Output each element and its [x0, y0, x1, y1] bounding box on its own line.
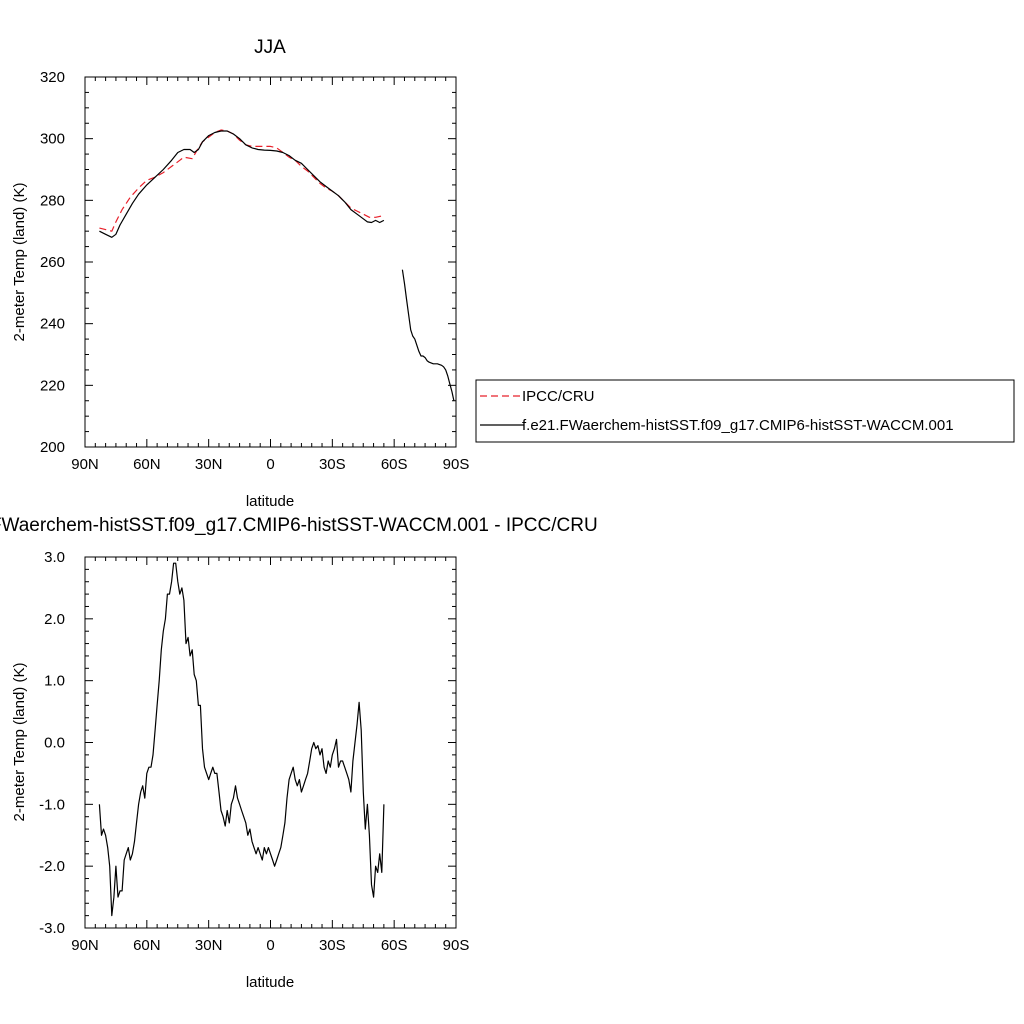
legend: IPCC/CRU f.e21.FWaerchem-histSST.f09_g17… [475, 379, 1015, 443]
bottom-plot-frame [84, 556, 457, 929]
legend-label-model: f.e21.FWaerchem-histSST.f09_g17.CMIP6-hi… [522, 417, 954, 434]
bottom-x-axis-label: latitude [246, 974, 294, 991]
legend-label-ipcc-cru: IPCC/CRU [522, 388, 595, 405]
top-x-tick-label: 30S [319, 456, 346, 473]
top-y-tick-label: 240 [40, 316, 65, 333]
bottom-x-tick-label: 30N [195, 937, 223, 954]
bottom-y-tick-label: 2.0 [44, 611, 65, 628]
top-y-tick-label: 200 [40, 439, 65, 456]
bottom-y-tick-label: 0.0 [44, 735, 65, 752]
bottom-chart-title: f.e21.FWaerchem-histSST.f09_g17.CMIP6-hi… [0, 515, 598, 536]
bottom-y-tick-label: -2.0 [39, 858, 65, 875]
top-chart-title: JJA [254, 37, 286, 58]
top-x-tick-label: 60N [133, 456, 161, 473]
top-y-tick-label: 280 [40, 192, 65, 209]
bottom-x-tick-label: 0 [266, 937, 274, 954]
top-x-tick-label: 90N [71, 456, 99, 473]
bottom-series-line-0 [98, 562, 385, 917]
bottom-y-tick-label: 3.0 [44, 549, 65, 566]
top-y-tick-label: 260 [40, 254, 65, 271]
bottom-y-axis-label: 2-meter Temp (land) (K) [11, 663, 28, 822]
bottom-x-tick-label: 90N [71, 937, 99, 954]
top-series-line-1 [99, 130, 455, 401]
bottom-x-tick-label: 90S [443, 937, 470, 954]
bottom-y-tick-label: 1.0 [44, 673, 65, 690]
top-x-tick-label: 60S [381, 456, 408, 473]
bottom-y-tick-label: -1.0 [39, 796, 65, 813]
top-x-tick-label: 30N [195, 456, 223, 473]
top-series-line-0 [99, 129, 384, 232]
top-y-tick-label: 300 [40, 131, 65, 148]
top-y-axis-label: 2-meter Temp (land) (K) [11, 183, 28, 342]
bottom-x-tick-label: 60S [381, 937, 408, 954]
top-x-tick-label: 90S [443, 456, 470, 473]
top-y-tick-label: 220 [40, 377, 65, 394]
top-y-tick-label: 320 [40, 69, 65, 86]
top-x-axis-label: latitude [246, 493, 294, 510]
bottom-x-tick-label: 60N [133, 937, 161, 954]
bottom-y-tick-label: -3.0 [39, 920, 65, 937]
bottom-x-tick-label: 30S [319, 937, 346, 954]
legend-box [475, 379, 1015, 443]
top-plot-frame [84, 76, 457, 448]
top-x-tick-label: 0 [266, 456, 274, 473]
